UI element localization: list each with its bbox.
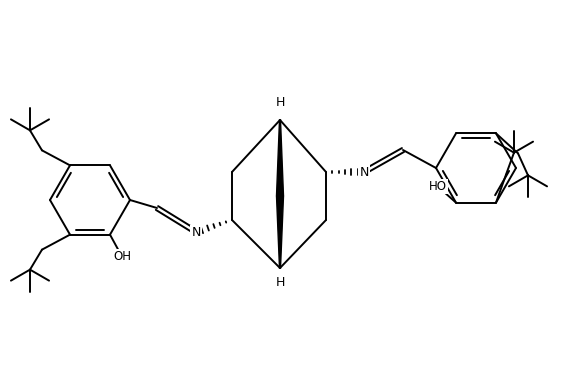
Text: N: N <box>191 225 201 239</box>
Polygon shape <box>277 196 283 268</box>
Text: OH: OH <box>113 250 131 263</box>
Text: H: H <box>275 276 285 288</box>
Text: N: N <box>359 165 369 179</box>
Text: HO: HO <box>429 180 447 193</box>
Polygon shape <box>277 120 283 196</box>
Text: H: H <box>275 97 285 109</box>
